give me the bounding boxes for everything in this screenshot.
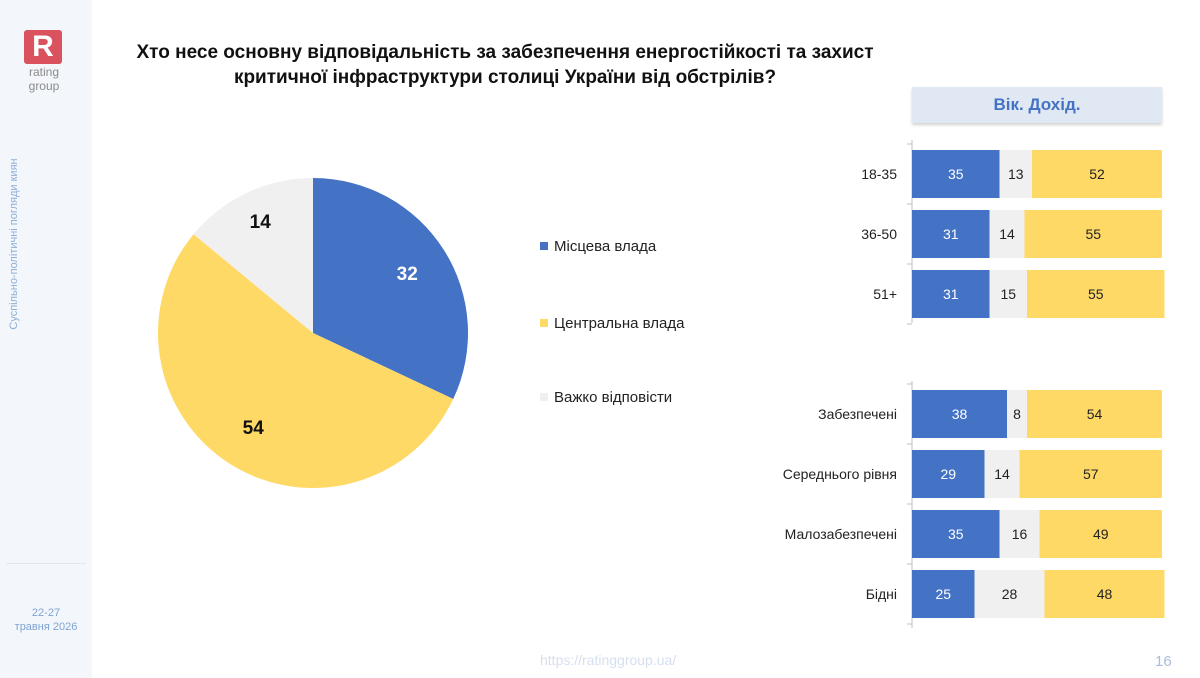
legend-item-local: Місцева влада <box>540 238 656 255</box>
bar-segment-local <box>912 150 1000 198</box>
pie-label-central: 54 <box>243 418 265 439</box>
bar-value-label: 55 <box>1085 226 1101 242</box>
sidebar-divider <box>6 563 86 564</box>
bar-value-label: 15 <box>1000 286 1016 302</box>
bar-segment-hard <box>984 450 1020 498</box>
rating-group-logo: R rating group <box>22 30 66 92</box>
bar-segment-central <box>1039 510 1162 558</box>
legend-label-local: Місцева влада <box>554 238 657 255</box>
legend-swatch-local <box>540 242 548 250</box>
bar-segment-hard <box>999 510 1040 558</box>
bar-category-label: 36-50 <box>861 226 897 242</box>
bar-segment-hard <box>999 150 1032 198</box>
bar-category-label: Малозабезпечені <box>785 526 897 542</box>
legend-item-central: Центральна влада <box>540 315 684 332</box>
bar-value-label: 54 <box>1087 406 1103 422</box>
bar-value-label: 16 <box>1012 526 1028 542</box>
legend-label-central: Центральна влада <box>554 315 685 332</box>
bar-segment-central <box>1019 450 1162 498</box>
bar-segment-local <box>912 210 990 258</box>
bar-segment-hard <box>974 570 1045 618</box>
bar-value-label: 55 <box>1088 286 1104 302</box>
sidebar: R rating group Суспільно-політичні погля… <box>0 0 92 678</box>
bar-value-label: 28 <box>1002 586 1018 602</box>
pie-slice-hard <box>193 178 313 333</box>
bar-value-label: 14 <box>994 466 1010 482</box>
survey-date-month: травня 2026 <box>14 621 78 633</box>
bar-segment-hard <box>1007 390 1027 438</box>
bar-segment-local <box>912 570 975 618</box>
legend-label-hard: Важко відповісти <box>554 389 673 406</box>
footer-url-link[interactable]: https://ratinggroup.ua/ <box>540 652 677 668</box>
bar-value-label: 57 <box>1083 466 1099 482</box>
bar-category-label: Середнього рівня <box>783 466 897 482</box>
bar-category-label: 18-35 <box>861 166 897 182</box>
bar-segment-central <box>1027 390 1162 438</box>
page-number: 16 <box>1155 653 1172 670</box>
bar-segment-local <box>912 450 985 498</box>
legend-swatch-hard <box>540 393 548 401</box>
logo-mark: R <box>24 30 62 64</box>
bar-segment-central <box>1032 150 1162 198</box>
bar-value-label: 25 <box>935 586 951 602</box>
bar-value-label: 31 <box>943 226 959 242</box>
bar-value-label: 31 <box>943 286 959 302</box>
bar-value-label: 8 <box>1013 406 1021 422</box>
bar-category-label: Забезпечені <box>818 406 897 422</box>
pie-slice-local <box>313 178 468 399</box>
bar-value-label: 52 <box>1089 166 1105 182</box>
bar-value-label: 49 <box>1093 526 1109 542</box>
pie-label-hard: 14 <box>250 212 272 233</box>
bar-category-label: Бідні <box>866 586 897 602</box>
bar-value-label: 35 <box>948 526 964 542</box>
pie-label-local: 32 <box>397 264 418 285</box>
bar-segment-local <box>912 390 1007 438</box>
survey-date-days: 22-27 <box>31 607 61 619</box>
bar-value-label: 48 <box>1097 586 1113 602</box>
bar-value-label: 13 <box>1008 166 1024 182</box>
survey-date: 22-27 травня 2026 <box>0 606 92 634</box>
bar-category-label: 51+ <box>873 286 897 302</box>
logo-text-group: group <box>28 79 60 93</box>
chart-title: Хто несе основну відповідальність за заб… <box>136 42 874 88</box>
bar-segment-hard <box>989 270 1027 318</box>
bar-segment-hard <box>989 210 1025 258</box>
bar-segment-central <box>1024 210 1162 258</box>
bar-value-label: 38 <box>952 406 968 422</box>
legend-swatch-central <box>540 319 548 327</box>
bar-segment-local <box>912 270 990 318</box>
bar-value-label: 29 <box>940 466 956 482</box>
bar-segment-central <box>1027 270 1165 318</box>
bar-segment-central <box>1044 570 1165 618</box>
pie-slice-central <box>157 234 454 488</box>
legend-item-hard: Важко відповісти <box>540 389 672 406</box>
bar-segment-local <box>912 510 1000 558</box>
logo-text-rating: rating <box>28 65 60 79</box>
panel-header-age-income: Вік. Дохід. <box>912 87 1162 123</box>
bar-value-label: 14 <box>999 226 1015 242</box>
bar-value-label: 35 <box>948 166 964 182</box>
